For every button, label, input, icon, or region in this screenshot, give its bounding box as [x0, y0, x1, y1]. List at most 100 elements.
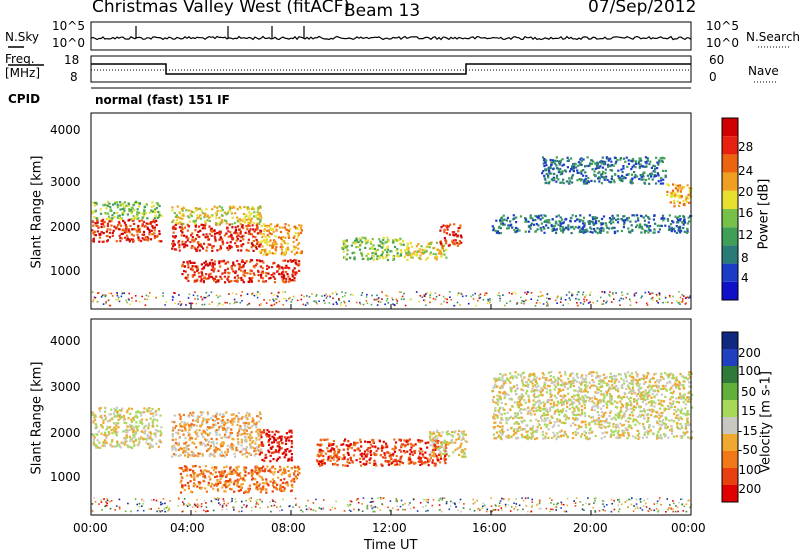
power-cell: [157, 210, 160, 214]
power-cell: [364, 237, 367, 240]
power-cell: [203, 216, 206, 219]
velocity-cell: [187, 452, 190, 455]
velocity-cell: [568, 407, 571, 410]
velocity-cell: [117, 422, 120, 425]
velocity-cell: [212, 426, 215, 429]
power-cell: [568, 177, 571, 180]
power-cell: [647, 177, 650, 180]
velocity-cell: [679, 372, 682, 376]
velocity-cell: [148, 407, 151, 410]
power-cell: [258, 215, 261, 218]
velocity-cell: [249, 438, 252, 441]
velocity-cell: [274, 439, 277, 442]
power-cell: [254, 214, 258, 217]
velocity-cell: [423, 462, 426, 465]
nsky-tick-bottom: 10^0: [52, 36, 85, 50]
power-cell: [213, 229, 216, 232]
velocity-cell: [597, 400, 600, 403]
power-ground-cell: [127, 297, 130, 300]
velocity-cell: [383, 454, 387, 457]
power-cell: [599, 222, 602, 225]
velocity-cell: [129, 445, 132, 448]
velocity-cell: [136, 416, 139, 419]
velocity-cell: [143, 407, 146, 410]
power-cell: [445, 232, 448, 235]
power-ground-cell: [385, 300, 388, 302]
power-cell: [647, 228, 651, 231]
power-ground-cell: [94, 296, 97, 299]
power-cell: [221, 209, 224, 212]
power-cell: [226, 226, 229, 229]
power-cell: [153, 221, 156, 224]
velocity-cell: [218, 448, 221, 451]
power-cell: [252, 215, 256, 218]
power-cell: [177, 240, 181, 243]
power-cell: [203, 242, 206, 245]
velocity-cell: [271, 435, 274, 438]
power-cell: [206, 263, 209, 266]
power-cell: [181, 209, 184, 212]
power-ground-cell: [313, 300, 315, 303]
power-ground-cell: [681, 301, 683, 303]
power-cell: [286, 266, 289, 269]
power-cell: [199, 214, 202, 217]
velocity-cell: [182, 469, 185, 472]
velocity-cell: [277, 431, 280, 434]
power-cell: [567, 226, 570, 229]
power-cell: [631, 214, 634, 217]
velocity-cell: [438, 432, 441, 435]
power-cell: [591, 216, 594, 219]
power-cell: [265, 274, 268, 277]
power-cell: [298, 252, 302, 255]
power-cell: [129, 224, 132, 227]
velocity-cell: [96, 439, 99, 442]
power-cell: [264, 280, 268, 283]
velocity-cell: [151, 438, 154, 441]
velocity-cell: [434, 448, 437, 452]
power-cell: [597, 220, 600, 223]
power-cell: [230, 265, 234, 268]
velocity-cell: [273, 451, 276, 454]
power-cell: [674, 192, 677, 195]
velocity-cell: [245, 439, 248, 442]
velocity-cell: [230, 488, 233, 491]
velocity-cell: [244, 416, 247, 419]
power-ground-cell: [179, 300, 181, 303]
velocity-cell: [188, 433, 191, 436]
velocity-cell: [257, 432, 260, 435]
power-cell: [284, 266, 287, 269]
power-ground-cell: [440, 303, 443, 305]
power-cell: [585, 175, 588, 178]
velocity-cell: [139, 420, 142, 423]
velocity-cell: [173, 414, 176, 417]
power-cell: [297, 264, 300, 267]
velocity-cell: [151, 424, 154, 428]
power-cell: [555, 164, 558, 167]
power-cell: [260, 276, 263, 279]
power-cell: [656, 161, 659, 164]
velocity-cell: [173, 426, 177, 430]
velocity-cell: [147, 427, 150, 430]
power-cell: [123, 209, 126, 212]
power-cell: [582, 181, 585, 184]
power-cell: [111, 234, 114, 237]
power-cell: [262, 261, 265, 264]
velocity-cell: [188, 469, 192, 472]
power-cell: [593, 180, 596, 183]
velocity-cell: [267, 469, 270, 472]
velocity-cell: [463, 452, 466, 455]
power-ground-cell: [470, 295, 473, 298]
power-cell: [386, 258, 389, 262]
power-ground-cell: [256, 293, 258, 296]
velocity-cell: [389, 456, 392, 459]
power-ground-cell: [508, 292, 511, 294]
power-ground-cell: [234, 301, 236, 303]
velocity-cell: [443, 457, 446, 460]
power-ground-cell: [392, 303, 394, 305]
velocity-cell: [279, 468, 282, 471]
power-cell: [283, 226, 287, 229]
power-cell: [277, 236, 280, 239]
power-cell: [638, 226, 641, 229]
velocity-cell: [210, 482, 214, 486]
power-cell: [604, 160, 607, 163]
